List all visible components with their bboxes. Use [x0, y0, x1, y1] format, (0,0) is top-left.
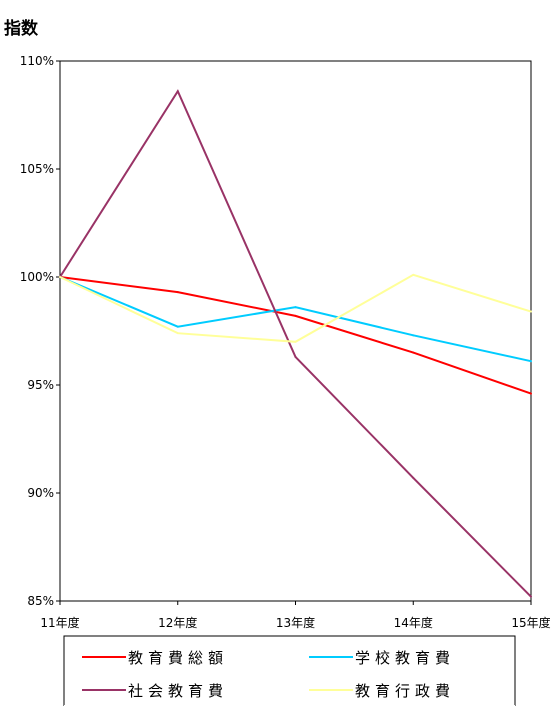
legend-box — [63, 635, 516, 706]
data-point — [176, 291, 179, 294]
x-axis-ticks: 11年度 12年度 13年度 14年度 15年度 — [40, 601, 551, 630]
data-point — [294, 306, 297, 309]
legend-label: 学校教育費 — [355, 649, 455, 667]
x-tick-label: 11年度 — [40, 615, 79, 630]
y-tick-label: 105% — [20, 162, 54, 176]
y-tick-label: 90% — [27, 486, 54, 500]
legend-label: 教育費総額 — [128, 649, 228, 667]
legend-label: 社会教育費 — [128, 682, 228, 700]
plot-area — [59, 60, 532, 602]
x-tick-label: 15年度 — [511, 615, 550, 630]
data-point — [412, 351, 415, 354]
data-point — [412, 273, 415, 276]
y-tick-label: 95% — [27, 378, 54, 392]
data-point — [530, 310, 532, 313]
y-tick-label: 85% — [27, 594, 54, 608]
legend-label: 教育行政費 — [355, 682, 455, 700]
data-point — [530, 392, 532, 395]
data-point — [294, 355, 297, 358]
y-axis-ticks: 85% 90% 95% 100% 105% 110% — [20, 54, 60, 608]
y-axis-title: 指数 — [4, 18, 39, 39]
series-lines — [59, 89, 532, 598]
x-tick-label: 14年度 — [394, 615, 433, 630]
x-tick-label: 12年度 — [158, 615, 197, 630]
data-point — [176, 325, 179, 328]
data-point — [530, 595, 532, 598]
data-point — [530, 360, 532, 363]
data-point — [176, 332, 179, 335]
data-point — [176, 90, 179, 93]
y-tick-label: 110% — [20, 54, 54, 68]
y-tick-label: 100% — [20, 270, 54, 284]
data-point — [59, 276, 61, 278]
data-point — [412, 334, 415, 337]
data-point — [294, 340, 297, 343]
x-tick-label: 13年度 — [276, 615, 315, 630]
data-point — [294, 314, 297, 317]
data-point — [412, 476, 415, 479]
